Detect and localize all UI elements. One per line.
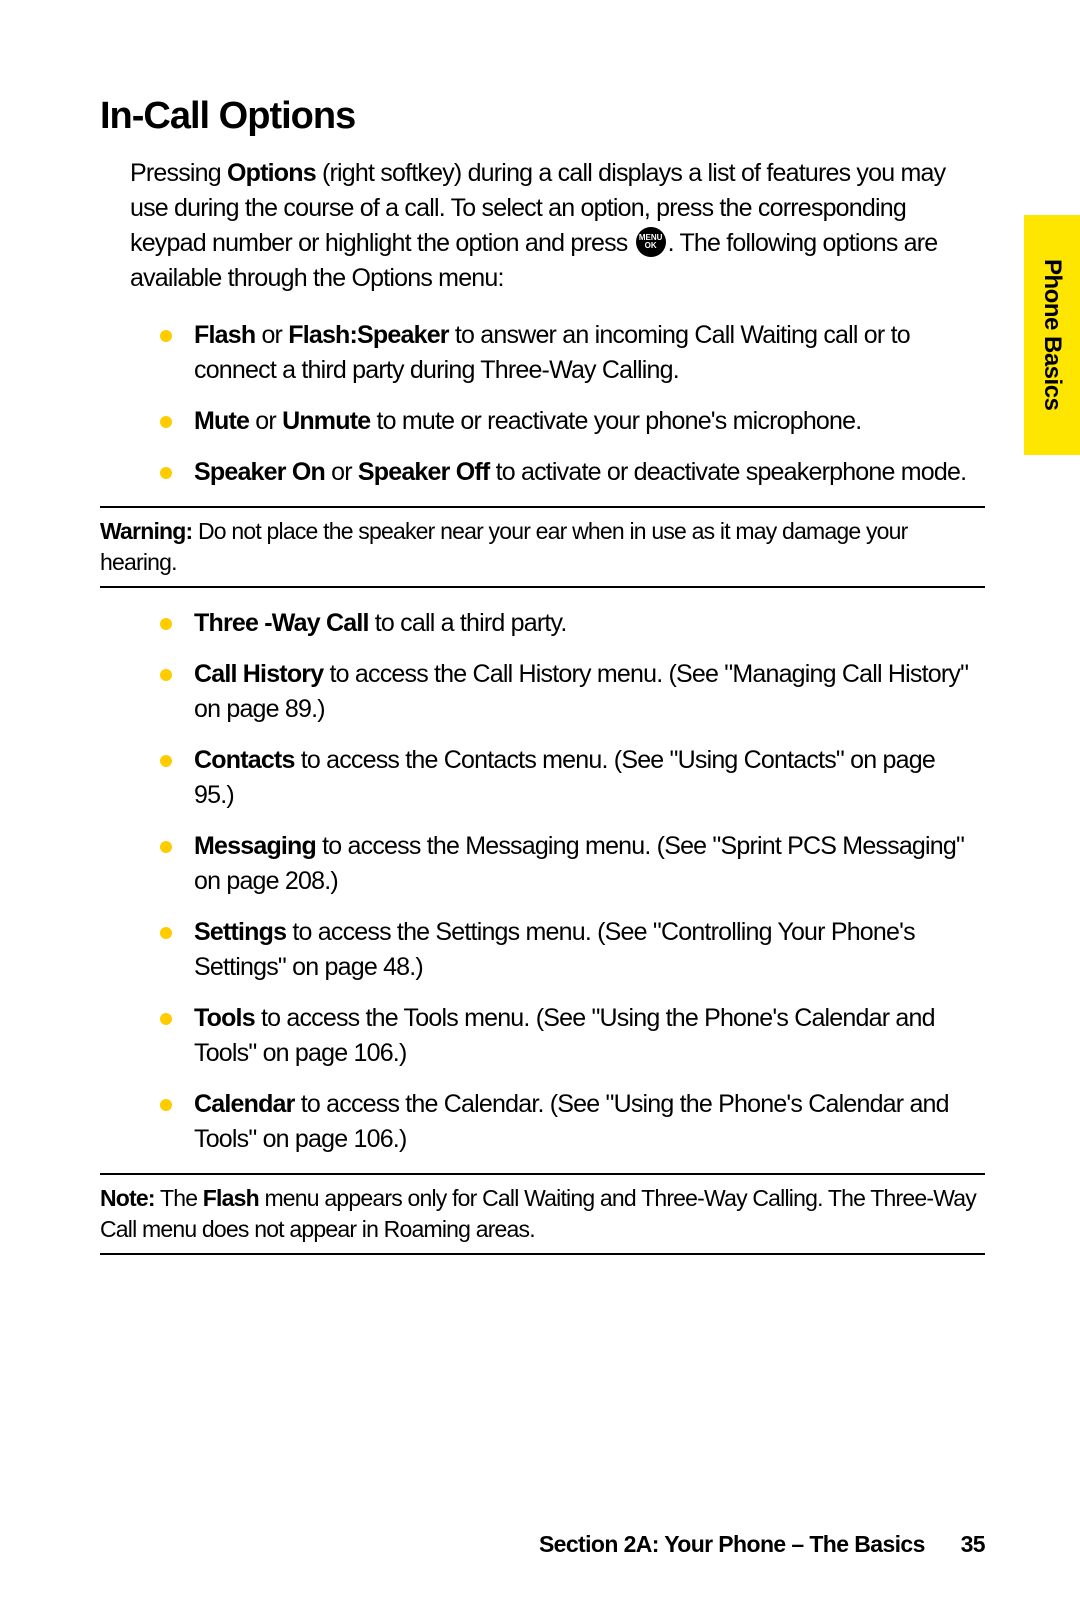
footer-section: Section 2A: Your Phone – The Basics [539, 1531, 925, 1557]
intro-text: Pressing [130, 159, 227, 187]
list-item: Contacts to access the Contacts menu. (S… [160, 743, 975, 813]
menu-ok-icon: MENUOK [636, 227, 666, 257]
intro-paragraph: Pressing Options (right softkey) during … [130, 156, 985, 296]
page-footer: Section 2A: Your Phone – The Basics 35 [539, 1531, 985, 1558]
footer-page-number: 35 [961, 1531, 985, 1557]
bullet-list-2: Three -Way Call to call a third party. C… [160, 606, 975, 1157]
list-item: Three -Way Call to call a third party. [160, 606, 975, 641]
bullet-list-1: Flash or Flash:Speaker to answer an inco… [160, 318, 975, 490]
divider [100, 1173, 985, 1175]
divider [100, 586, 985, 588]
page-content: In-Call Options Pressing Options (right … [0, 0, 1080, 1313]
intro-bold-options: Options [227, 159, 316, 187]
warning-block: Warning: Do not place the speaker near y… [100, 516, 985, 578]
list-item: Settings to access the Settings menu. (S… [160, 915, 975, 985]
page-title: In-Call Options [100, 95, 985, 138]
list-item: Messaging to access the Messaging menu. … [160, 829, 975, 899]
list-item: Call History to access the Call History … [160, 657, 975, 727]
list-item: Calendar to access the Calendar. (See "U… [160, 1087, 975, 1157]
note-label: Note: [100, 1185, 155, 1211]
divider [100, 1253, 985, 1255]
warning-label: Warning: [100, 518, 192, 544]
list-item: Flash or Flash:Speaker to answer an inco… [160, 318, 975, 388]
list-item: Mute or Unmute to mute or reactivate you… [160, 404, 975, 439]
list-item: Speaker On or Speaker Off to activate or… [160, 455, 975, 490]
list-item: Tools to access the Tools menu. (See "Us… [160, 1001, 975, 1071]
note-block: Note: The Flash menu appears only for Ca… [100, 1183, 985, 1245]
warning-text: Do not place the speaker near your ear w… [100, 518, 908, 575]
divider [100, 506, 985, 508]
